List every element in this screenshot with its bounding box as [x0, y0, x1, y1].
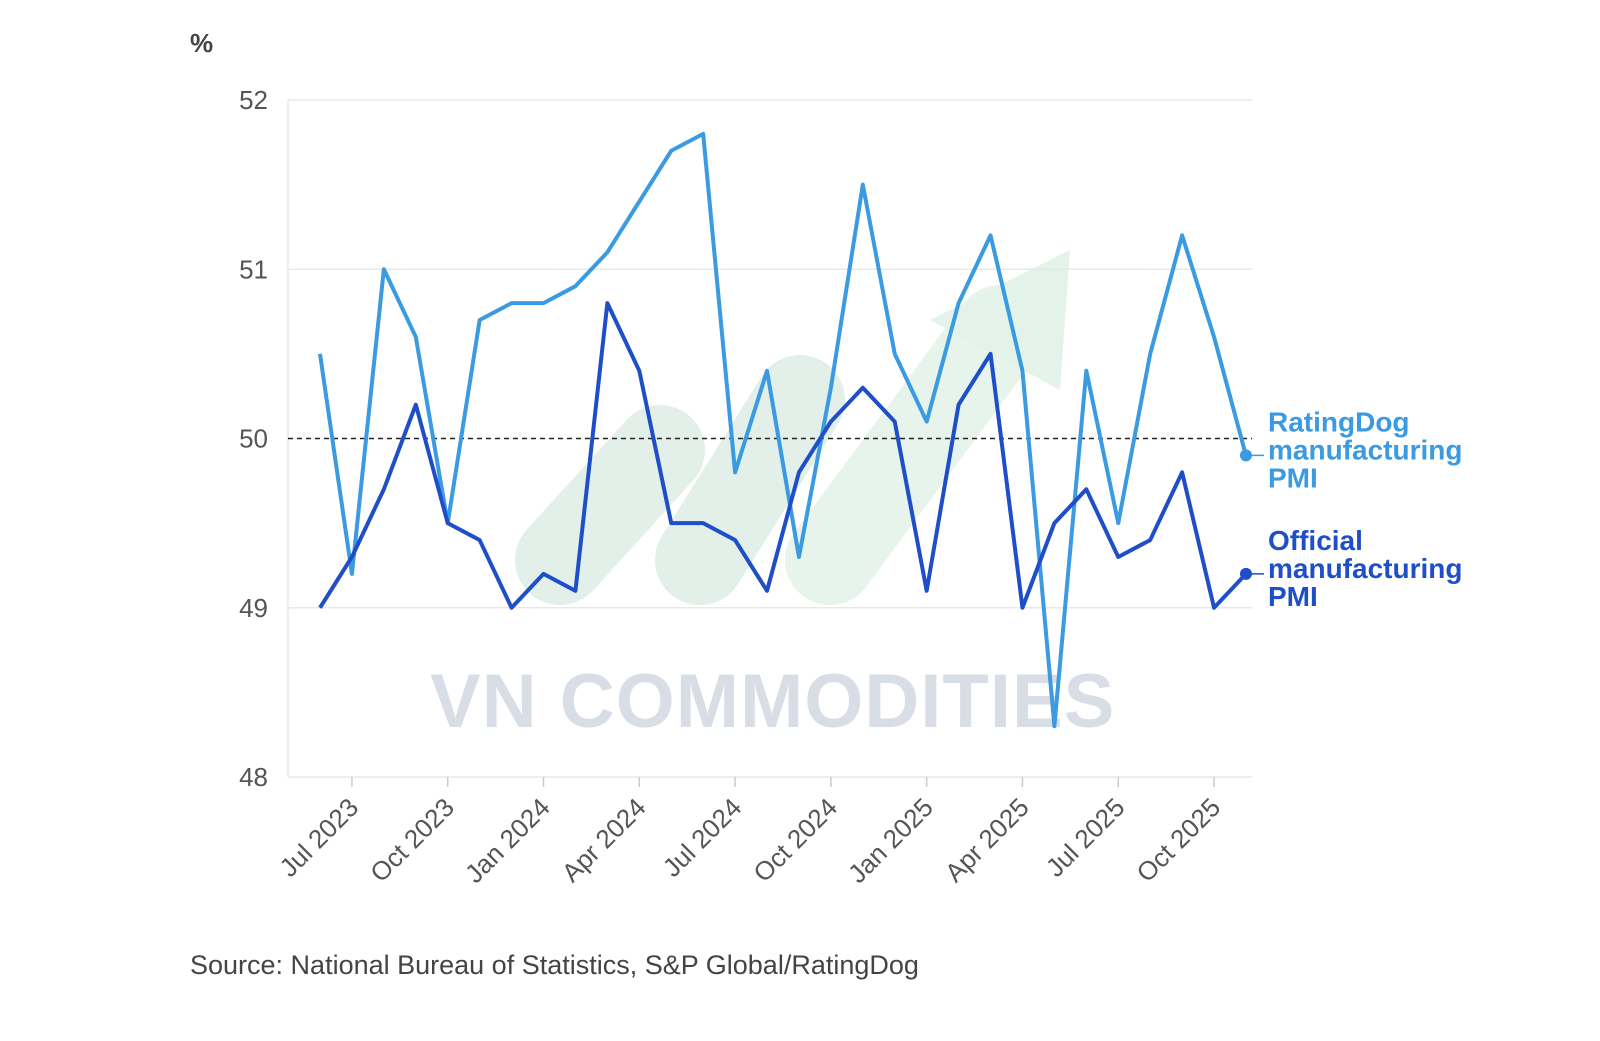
watermark-arrowhead — [930, 250, 1070, 390]
y-tick-label: 52 — [239, 85, 268, 115]
watermark-shape — [785, 285, 1045, 605]
legend-label: Official — [1268, 525, 1363, 556]
legend-label: manufacturing — [1268, 434, 1462, 465]
source-note: Source: National Bureau of Statistics, S… — [190, 950, 919, 980]
x-tick-label: Jul 2025 — [1040, 792, 1131, 883]
legend-label: PMI — [1268, 581, 1318, 612]
x-tick-label: Jan 2025 — [842, 792, 939, 889]
y-tick-label: 50 — [239, 424, 268, 454]
y-unit-label: % — [190, 28, 214, 58]
y-tick-label: 49 — [239, 593, 268, 623]
x-tick-label: Jan 2024 — [459, 792, 556, 889]
legend-label: manufacturing — [1268, 553, 1462, 584]
legend-label: PMI — [1268, 462, 1318, 493]
x-tick-label: Oct 2025 — [1130, 792, 1226, 888]
y-tick-label: 48 — [239, 762, 268, 792]
y-tick-label: 51 — [239, 254, 268, 284]
x-tick-label: Oct 2024 — [747, 792, 843, 888]
x-tick-label: Jul 2023 — [273, 792, 364, 883]
legend-label: RatingDog — [1268, 406, 1410, 437]
x-tick-label: Apr 2024 — [556, 792, 652, 888]
x-tick-label: Jul 2024 — [657, 792, 748, 883]
series-line-official — [318, 301, 1248, 610]
watermark: VN COMMODITIES — [430, 659, 1116, 744]
watermark-shape — [515, 405, 705, 605]
series-line-ratingdog — [318, 131, 1248, 729]
watermark-shape — [655, 355, 845, 605]
x-tick-label: Oct 2023 — [364, 792, 460, 888]
x-tick-label: Apr 2025 — [939, 792, 1035, 888]
